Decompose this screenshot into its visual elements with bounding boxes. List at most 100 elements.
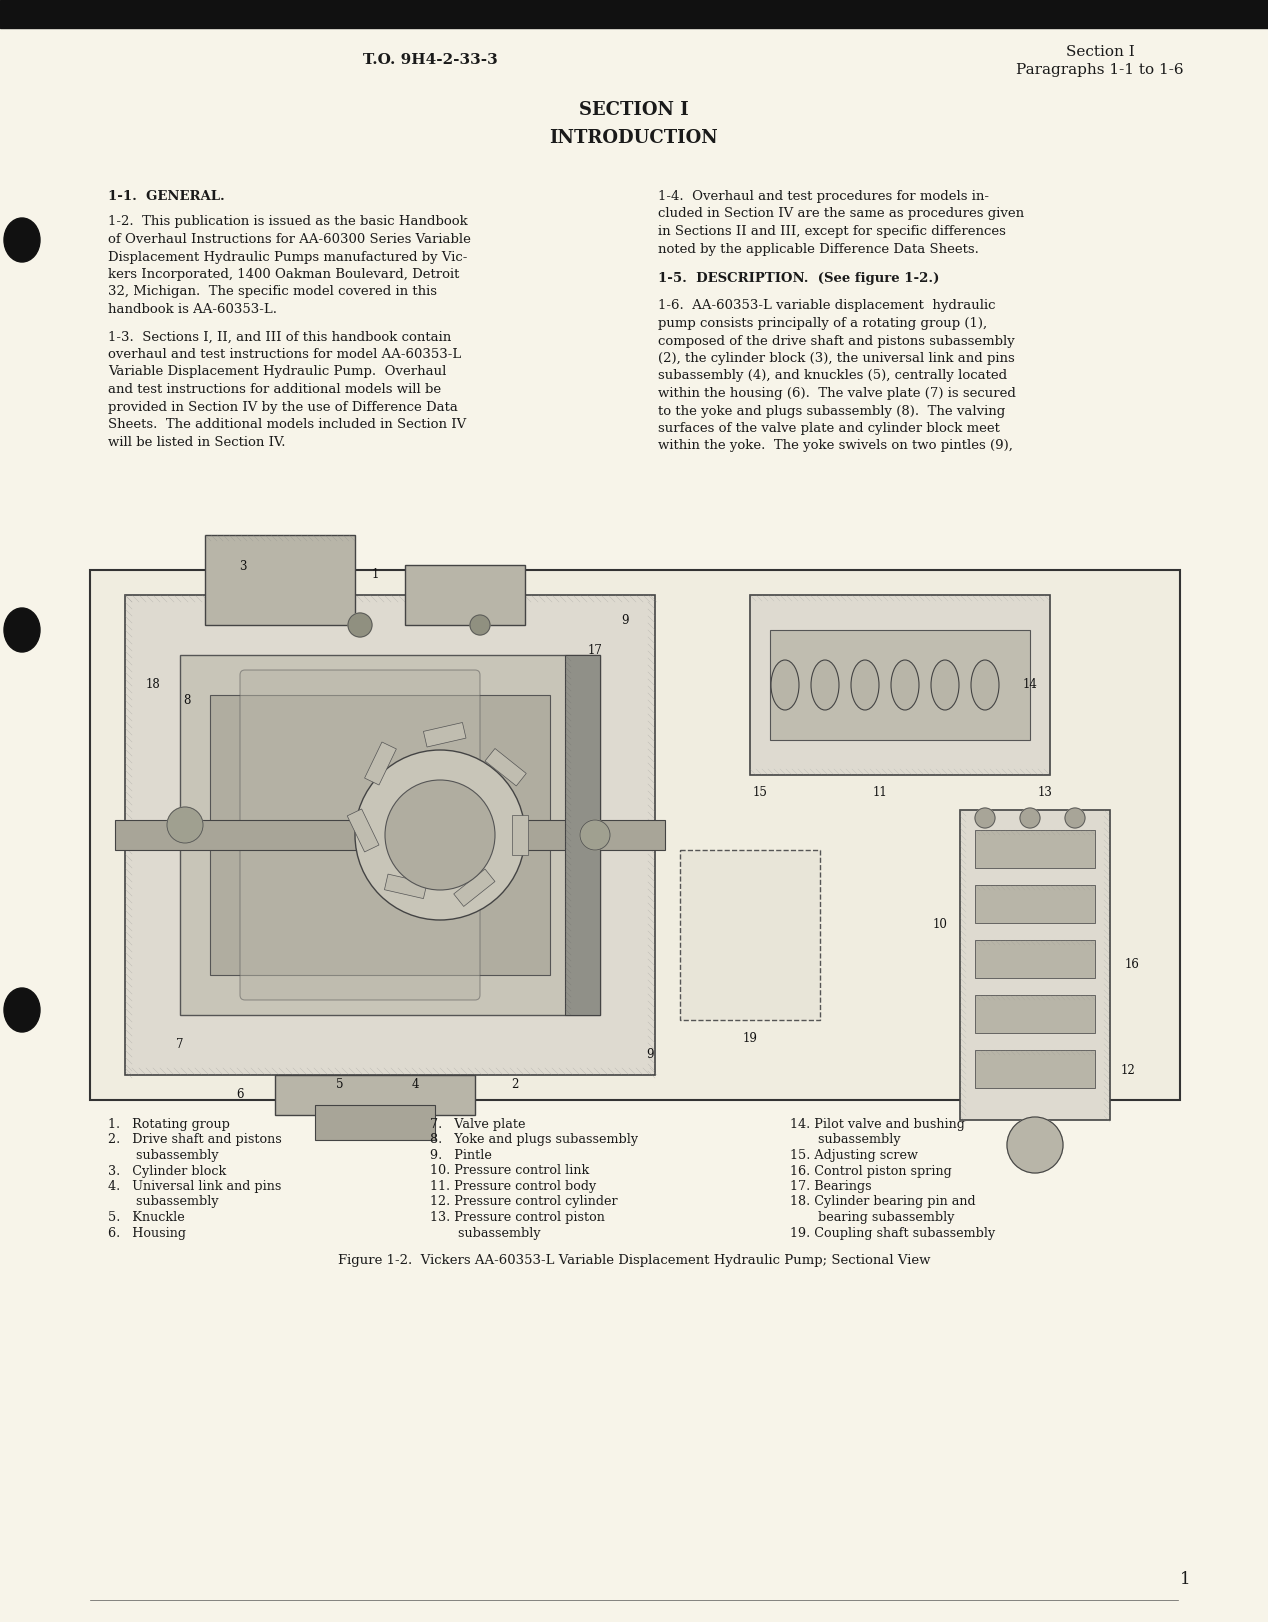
- Text: 6.   Housing: 6. Housing: [108, 1226, 186, 1239]
- Bar: [454, 869, 495, 907]
- Circle shape: [1007, 1118, 1063, 1173]
- Text: 12: 12: [1121, 1064, 1135, 1077]
- Text: 1-1.  GENERAL.: 1-1. GENERAL.: [108, 190, 224, 203]
- Text: 19. Coupling shaft subassembly: 19. Coupling shaft subassembly: [790, 1226, 995, 1239]
- Ellipse shape: [4, 217, 41, 263]
- Text: 1-3.  Sections I, II, and III of this handbook contain: 1-3. Sections I, II, and III of this han…: [108, 331, 451, 344]
- Text: and test instructions for additional models will be: and test instructions for additional mod…: [108, 383, 441, 396]
- Text: 10: 10: [932, 918, 947, 931]
- Text: subassembly (4), and knuckles (5), centrally located: subassembly (4), and knuckles (5), centr…: [658, 370, 1007, 383]
- Bar: [749, 595, 1050, 775]
- Text: 1-5.  DESCRIPTION.  (See figure 1-2.): 1-5. DESCRIPTION. (See figure 1-2.): [658, 272, 940, 285]
- Text: composed of the drive shaft and pistons subassembly: composed of the drive shaft and pistons …: [658, 334, 1014, 347]
- Text: surfaces of the valve plate and cylinder block meet: surfaces of the valve plate and cylinder…: [658, 422, 1000, 435]
- Text: pump consists principally of a rotating group (1),: pump consists principally of a rotating …: [658, 316, 987, 329]
- Bar: [975, 1049, 1096, 1088]
- Bar: [484, 748, 526, 787]
- Ellipse shape: [812, 660, 839, 710]
- Text: 9: 9: [621, 613, 629, 626]
- Bar: [424, 722, 467, 748]
- Bar: [90, 569, 1181, 1100]
- Circle shape: [347, 613, 372, 637]
- Text: 2: 2: [511, 1079, 519, 1092]
- Ellipse shape: [771, 660, 799, 710]
- Bar: [347, 809, 379, 852]
- Text: 8: 8: [184, 694, 190, 707]
- Text: 16: 16: [1125, 959, 1140, 972]
- Bar: [0, 0, 1268, 28]
- Text: of Overhaul Instructions for AA-60300 Series Variable: of Overhaul Instructions for AA-60300 Se…: [108, 234, 470, 247]
- Text: 13. Pressure control piston: 13. Pressure control piston: [430, 1212, 605, 1225]
- Text: 13: 13: [1037, 785, 1052, 798]
- Circle shape: [1065, 808, 1085, 827]
- Bar: [180, 655, 600, 1015]
- Text: noted by the applicable Difference Data Sheets.: noted by the applicable Difference Data …: [658, 243, 979, 256]
- Text: 5.   Knuckle: 5. Knuckle: [108, 1212, 185, 1225]
- Text: 17: 17: [587, 644, 602, 657]
- Text: 7.   Valve plate: 7. Valve plate: [430, 1118, 525, 1131]
- Text: (2), the cylinder block (3), the universal link and pins: (2), the cylinder block (3), the univers…: [658, 352, 1014, 365]
- Text: 14: 14: [1022, 678, 1037, 691]
- Circle shape: [1019, 808, 1040, 827]
- Text: 14. Pilot valve and bushing: 14. Pilot valve and bushing: [790, 1118, 965, 1131]
- Ellipse shape: [931, 660, 959, 710]
- Text: 1: 1: [372, 568, 379, 582]
- Text: 18. Cylinder bearing pin and: 18. Cylinder bearing pin and: [790, 1195, 975, 1208]
- Text: SECTION I: SECTION I: [579, 101, 689, 118]
- Text: 4: 4: [411, 1079, 418, 1092]
- Bar: [384, 874, 427, 899]
- Text: 32, Michigan.  The specific model covered in this: 32, Michigan. The specific model covered…: [108, 285, 437, 298]
- Circle shape: [355, 749, 525, 920]
- Text: Paragraphs 1-1 to 1-6: Paragraphs 1-1 to 1-6: [1016, 63, 1184, 76]
- Text: 1: 1: [1179, 1572, 1191, 1588]
- Text: 18: 18: [146, 678, 160, 691]
- Text: 1.   Rotating group: 1. Rotating group: [108, 1118, 230, 1131]
- Text: Displacement Hydraulic Pumps manufactured by Vic-: Displacement Hydraulic Pumps manufacture…: [108, 250, 468, 263]
- Bar: [365, 741, 397, 785]
- Text: subassembly: subassembly: [108, 1148, 218, 1161]
- Bar: [205, 535, 355, 624]
- Bar: [770, 629, 1030, 740]
- Text: 11. Pressure control body: 11. Pressure control body: [430, 1179, 596, 1194]
- Bar: [960, 809, 1110, 1121]
- Text: 10. Pressure control link: 10. Pressure control link: [430, 1165, 590, 1178]
- Text: 1-4.  Overhaul and test procedures for models in-: 1-4. Overhaul and test procedures for mo…: [658, 190, 989, 203]
- Ellipse shape: [971, 660, 999, 710]
- Text: Figure 1-2.  Vickers AA-60353-L Variable Displacement Hydraulic Pump; Sectional : Figure 1-2. Vickers AA-60353-L Variable …: [337, 1254, 931, 1267]
- Bar: [975, 886, 1096, 923]
- Bar: [275, 1075, 476, 1114]
- Circle shape: [579, 821, 610, 850]
- Text: 5: 5: [336, 1079, 344, 1092]
- Text: 9: 9: [647, 1048, 654, 1061]
- Text: 16. Control piston spring: 16. Control piston spring: [790, 1165, 952, 1178]
- Text: subassembly: subassembly: [430, 1226, 540, 1239]
- Bar: [975, 941, 1096, 978]
- Circle shape: [975, 808, 995, 827]
- Text: overhaul and test instructions for model AA-60353-L: overhaul and test instructions for model…: [108, 349, 462, 362]
- Bar: [512, 814, 527, 855]
- Ellipse shape: [891, 660, 919, 710]
- Bar: [975, 994, 1096, 1033]
- Text: 9.   Pintle: 9. Pintle: [430, 1148, 492, 1161]
- Text: handbook is AA-60353-L.: handbook is AA-60353-L.: [108, 303, 276, 316]
- Text: cluded in Section IV are the same as procedures given: cluded in Section IV are the same as pro…: [658, 208, 1025, 221]
- Text: 2.   Drive shaft and pistons: 2. Drive shaft and pistons: [108, 1134, 281, 1147]
- Text: 3.   Cylinder block: 3. Cylinder block: [108, 1165, 226, 1178]
- Text: 7: 7: [176, 1038, 184, 1051]
- Bar: [404, 564, 525, 624]
- Text: 15: 15: [753, 787, 767, 800]
- Text: T.O. 9H4-2-33-3: T.O. 9H4-2-33-3: [363, 54, 497, 67]
- Bar: [115, 821, 664, 850]
- Text: Section I: Section I: [1065, 45, 1135, 58]
- Text: bearing subassembly: bearing subassembly: [790, 1212, 955, 1225]
- Text: 17. Bearings: 17. Bearings: [790, 1179, 871, 1194]
- Text: 19: 19: [743, 1032, 757, 1045]
- Text: within the yoke.  The yoke swivels on two pintles (9),: within the yoke. The yoke swivels on two…: [658, 440, 1013, 453]
- Text: 6: 6: [236, 1088, 243, 1101]
- Ellipse shape: [4, 608, 41, 652]
- Text: INTRODUCTION: INTRODUCTION: [549, 130, 719, 148]
- Text: 4.   Universal link and pins: 4. Universal link and pins: [108, 1179, 281, 1194]
- Text: kers Incorporated, 1400 Oakman Boulevard, Detroit: kers Incorporated, 1400 Oakman Boulevard…: [108, 268, 459, 281]
- Bar: [126, 595, 656, 1075]
- Text: 11: 11: [872, 787, 888, 800]
